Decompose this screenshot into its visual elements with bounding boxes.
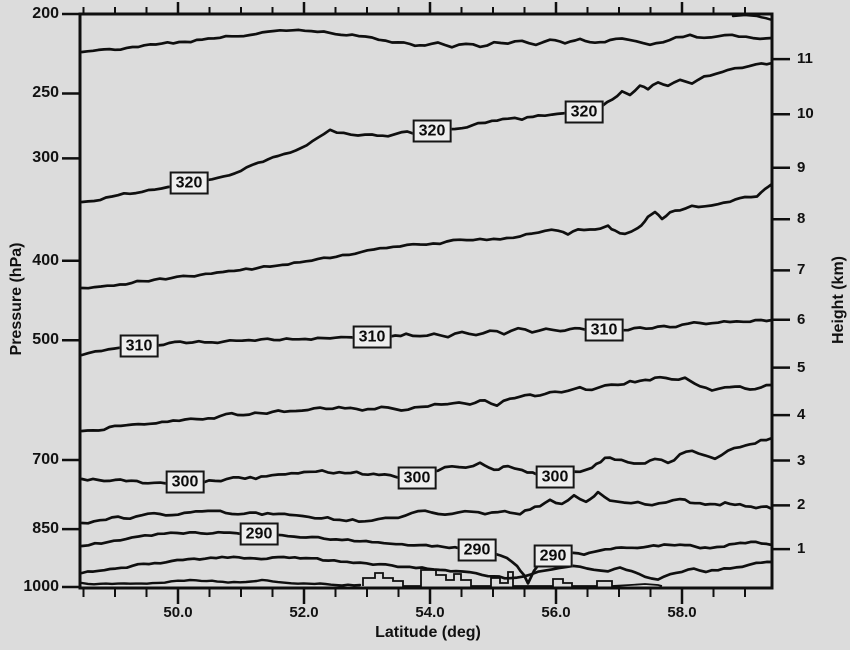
contour-line-330 — [731, 13, 774, 22]
contour-line-280 — [80, 578, 362, 587]
latitude-axis-title: Latitude (deg) — [375, 624, 481, 641]
contour-line-310 — [80, 318, 774, 357]
terrain-step-outline — [362, 569, 663, 587]
contour-line-305 — [80, 375, 774, 433]
contour-line-285 — [80, 555, 774, 581]
contour-line-315 — [80, 182, 774, 290]
contour-line-290 — [80, 530, 774, 585]
plot-frame — [78, 12, 774, 590]
contour-line-325 — [80, 28, 774, 54]
contour-line-300 — [80, 436, 774, 486]
contour-line-295 — [80, 490, 774, 525]
height-axis-title: Height (km) — [830, 256, 847, 344]
pressure-axis-title: Pressure (hPa) — [8, 242, 25, 356]
contour-line-320 — [80, 61, 774, 204]
